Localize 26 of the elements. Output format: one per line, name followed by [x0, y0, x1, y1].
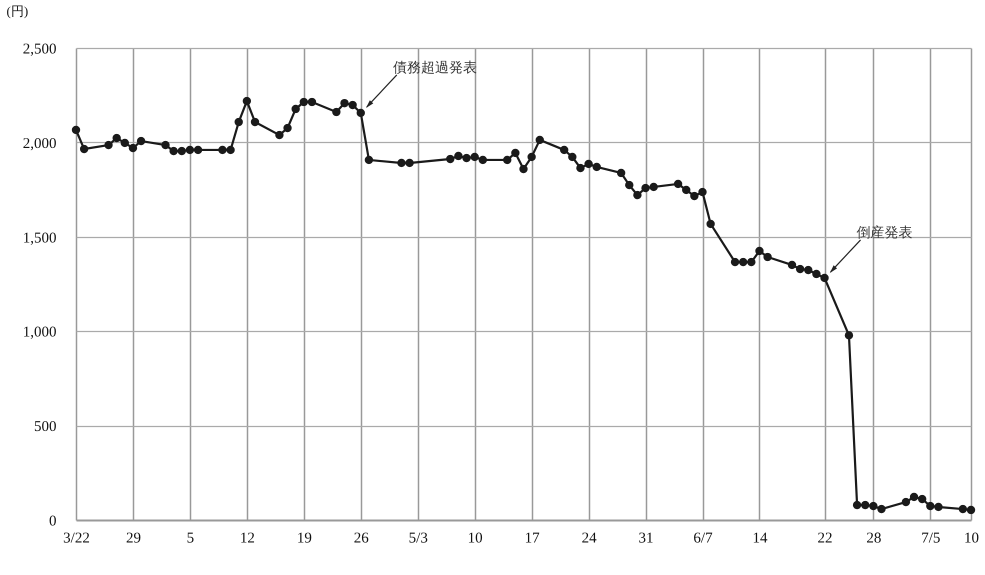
x-tick-label: 5: [186, 530, 194, 546]
y-tick-label: 2,500: [22, 42, 56, 58]
x-tick-label: 10: [964, 530, 979, 546]
y-tick-label: 500: [34, 419, 56, 436]
x-tick-label: 10: [468, 530, 483, 546]
annotation: 倒産発表: [856, 224, 913, 241]
x-tick-label: 22: [818, 530, 833, 546]
x-tick-label: 7/5: [921, 530, 940, 546]
x-tick-label: 29: [126, 530, 141, 546]
y-tick-label: 1,500: [22, 230, 56, 246]
x-tick-label: 24: [582, 530, 598, 546]
x-tick-label: 6/7: [693, 530, 714, 546]
x-tick-label: 19: [296, 530, 312, 546]
x-tick-label: 12: [240, 530, 255, 546]
x-tick-label: 14: [752, 530, 768, 546]
x-tick-label: 28: [866, 530, 882, 546]
x-tick-label: 17: [524, 530, 540, 546]
y-axis-title: (円): [6, 4, 28, 18]
x-tick-label: 26: [354, 530, 370, 546]
y-tick-label: 1,000: [22, 324, 56, 341]
y-tick-label: 0: [49, 514, 56, 530]
x-tick-label: 31: [638, 530, 654, 546]
x-tick-label: 3/22: [63, 530, 90, 546]
y-tick-label: 2,000: [22, 136, 56, 152]
annotation: 債務超過発表: [392, 60, 477, 76]
x-tick-label: 5/3: [408, 530, 428, 546]
